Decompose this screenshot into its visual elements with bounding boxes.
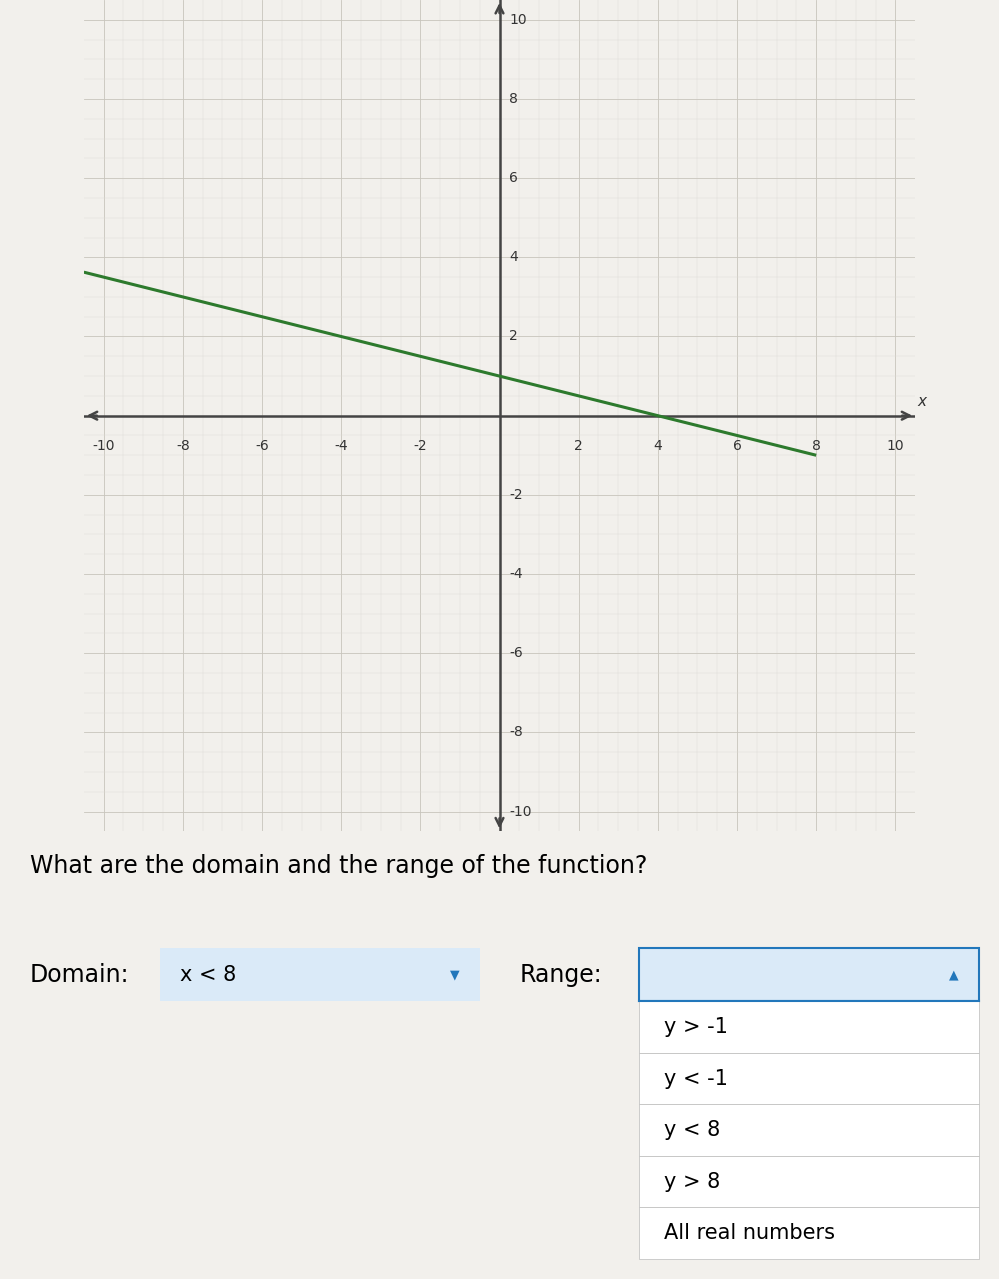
Text: 10: 10 <box>886 440 904 454</box>
Text: Domain:: Domain: <box>30 963 130 986</box>
Text: 4: 4 <box>653 440 662 454</box>
Text: -8: -8 <box>176 440 190 454</box>
Bar <box>639 1053 979 1104</box>
Text: -6: -6 <box>255 440 269 454</box>
Text: y > -1: y > -1 <box>664 1017 728 1037</box>
Text: 6: 6 <box>732 440 741 454</box>
Text: x < 8: x < 8 <box>180 964 236 985</box>
Text: y < 8: y < 8 <box>664 1120 720 1140</box>
Bar <box>639 1104 979 1156</box>
Text: What are the domain and the range of the function?: What are the domain and the range of the… <box>30 854 647 877</box>
Text: -8: -8 <box>509 725 523 739</box>
FancyBboxPatch shape <box>160 948 480 1001</box>
Text: y < -1: y < -1 <box>664 1069 728 1088</box>
Text: -10: -10 <box>509 804 531 819</box>
Text: ▲: ▲ <box>949 968 959 981</box>
Text: 2: 2 <box>574 440 583 454</box>
Text: 6: 6 <box>509 171 518 185</box>
Bar <box>639 1001 979 1053</box>
Bar <box>639 1207 979 1259</box>
Text: -2: -2 <box>414 440 428 454</box>
Text: -2: -2 <box>509 487 523 501</box>
Text: y > 8: y > 8 <box>664 1172 720 1192</box>
Text: 2: 2 <box>509 330 518 344</box>
FancyBboxPatch shape <box>639 948 979 1001</box>
Text: -4: -4 <box>335 440 348 454</box>
Text: -10: -10 <box>92 440 115 454</box>
Text: 10: 10 <box>509 13 527 27</box>
Text: Range:: Range: <box>519 963 602 986</box>
Text: 8: 8 <box>509 92 518 106</box>
Text: All real numbers: All real numbers <box>664 1223 835 1243</box>
Text: ▼: ▼ <box>450 968 460 981</box>
Text: 4: 4 <box>509 251 518 265</box>
Bar <box>639 1156 979 1207</box>
Text: x: x <box>917 394 926 409</box>
Text: -4: -4 <box>509 567 523 581</box>
Text: 8: 8 <box>812 440 820 454</box>
Text: -6: -6 <box>509 646 523 660</box>
